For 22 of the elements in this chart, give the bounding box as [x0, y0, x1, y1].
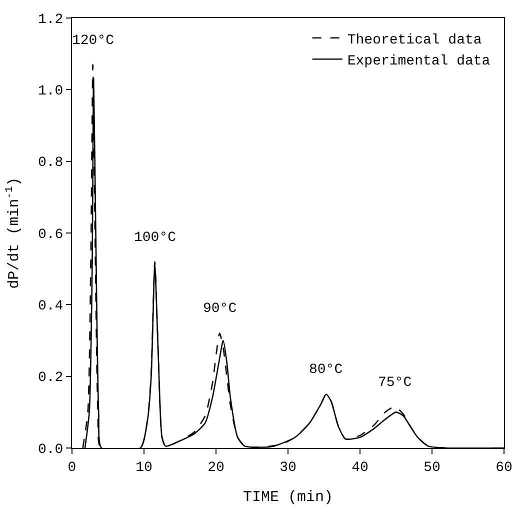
legend-label: Theoretical data [347, 32, 482, 48]
y-tick-label: 0.2 [38, 370, 64, 386]
annotation: 90°C [203, 301, 237, 317]
x-tick-label: 40 [352, 460, 368, 476]
legend-label: Experimental data [347, 54, 490, 70]
y-tick-label: 0.6 [38, 226, 64, 243]
annotation: 75°C [378, 375, 412, 391]
y-tick-label: 1.2 [38, 12, 64, 28]
x-tick-label: 20 [208, 460, 224, 476]
y-tick-label: 0.8 [38, 155, 64, 172]
x-tick-label: 50 [424, 460, 440, 476]
annotation: 100°C [134, 230, 176, 246]
y-tick-label: 1.0 [38, 84, 64, 100]
y-tick-label: 0.0 [38, 442, 64, 458]
annotation: 80°C [309, 362, 343, 378]
y-tick-label: 0.4 [38, 298, 64, 315]
x-tick-label: 0 [68, 460, 76, 476]
x-tick-label: 60 [496, 460, 512, 476]
x-tick-label: 30 [280, 460, 296, 476]
x-axis-title: TIME (min) [242, 488, 334, 506]
annotation: 120°C [72, 33, 114, 49]
x-tick-label: 10 [136, 460, 152, 476]
